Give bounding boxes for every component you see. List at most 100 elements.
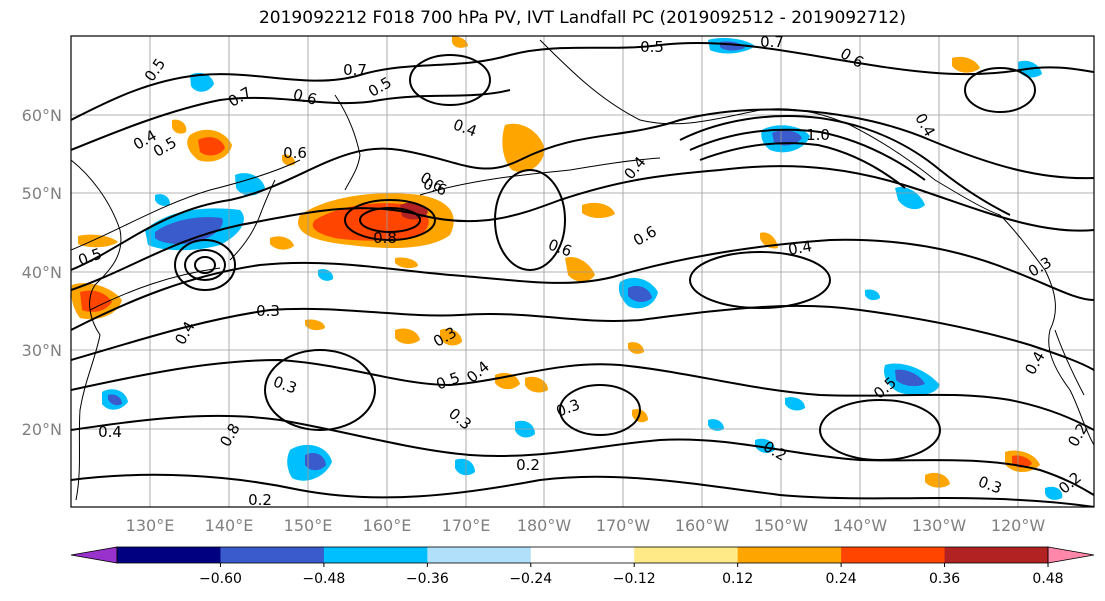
contour-label: 0.2 (516, 456, 540, 474)
lon-tick-label: 150°W (754, 516, 809, 535)
lat-tick-label: 20°N (22, 420, 62, 439)
negative-anomaly-region (772, 130, 802, 146)
contour-label: 0.5 (640, 38, 664, 56)
lon-tick-label: 180°W (517, 516, 572, 535)
colorbar-border (116, 546, 1049, 564)
negative-anomaly-region (1045, 486, 1063, 500)
contour-label: 0.8 (373, 229, 397, 247)
contour-label: 0.6 (283, 144, 307, 162)
negative-anomaly-region (455, 458, 475, 476)
colorbar-tick-label: 0.48 (1032, 571, 1063, 587)
pv-contour (71, 358, 1094, 431)
pv-contour (359, 207, 421, 233)
colorbar-segment (737, 547, 842, 563)
lat-tick-label: 50°N (22, 184, 62, 203)
positive-anomaly-region (395, 328, 420, 344)
lon-tick-label: 170°E (442, 516, 491, 535)
colorbar-segment (634, 547, 739, 563)
lon-tick-label: 130°E (126, 516, 175, 535)
positive-anomaly-region (270, 236, 294, 250)
negative-anomaly-region (708, 419, 724, 431)
negative-anomaly-region (755, 438, 775, 453)
positive-anomaly-region (395, 257, 418, 269)
colorbar-tick-label: 0.24 (826, 571, 857, 587)
colorbar-segment (530, 547, 635, 563)
lat-tick-label: 30°N (22, 341, 62, 360)
coastline-japan (229, 179, 276, 261)
lon-tick-label: 140°W (833, 516, 888, 535)
lon-tick-label: 120°W (991, 516, 1046, 535)
colorbar-segment (117, 547, 221, 563)
negative-anomaly-region (155, 194, 170, 206)
positive-anomaly-region (198, 137, 225, 156)
colorbar-tick-label: −0.36 (406, 571, 449, 587)
lat-lon-grid (71, 36, 1094, 507)
colorbar: −0.60 −0.48 −0.36 −0.24 −0.12 0.12 0.24 0.36 0.4… (70, 546, 1095, 587)
pv-contour (71, 89, 511, 151)
pv-contour (964, 67, 1036, 113)
lon-axis: 130°E 140°E 150°E 160°E 170°E 180°W 170°… (126, 516, 1046, 535)
pv-contour (194, 256, 216, 274)
colorbar-extend-low (70, 546, 118, 564)
negative-anomaly-region (628, 286, 652, 302)
coastline-aleutians (419, 157, 661, 196)
colorbar-tick-label: 0.12 (722, 571, 753, 587)
pv-contour (71, 414, 1094, 496)
negative-anomaly-region (865, 289, 880, 301)
colorbar-tick-label: −0.48 (302, 571, 345, 587)
contour-label: 0.4 (787, 237, 814, 259)
pv-contour (174, 239, 236, 291)
colorbar-extend-high (1047, 546, 1095, 564)
colorbar-segment (427, 547, 532, 563)
pv-contour (71, 108, 1094, 271)
lon-tick-label: 170°W (596, 516, 651, 535)
lat-axis: 60°N 50°N 40°N 30°N 20°N (22, 106, 62, 439)
positive-anomaly-region (502, 123, 545, 172)
pv-contour (71, 41, 1094, 121)
colorbar-tick-label: 0.36 (929, 571, 960, 587)
positive-anomaly-region (565, 256, 595, 282)
colorbar-segment (220, 547, 325, 563)
negative-anomaly-region (785, 397, 805, 411)
pv-contour (71, 473, 1094, 507)
lon-tick-label: 160°W (675, 516, 730, 535)
pv-contour (559, 384, 641, 436)
lon-tick-label: 160°E (363, 516, 412, 535)
positive-anomaly-region (628, 342, 644, 354)
ivt-shading (71, 36, 1063, 500)
positive-anomaly-region (925, 472, 950, 488)
negative-anomaly-region (155, 217, 223, 245)
coastline-north-america (999, 214, 1094, 446)
positive-anomaly-region (305, 319, 325, 331)
positive-anomaly-region (582, 202, 615, 219)
pv-contour (409, 54, 491, 106)
pv-contour (71, 165, 1094, 291)
colorbar-tick-label: −0.12 (613, 571, 656, 587)
positive-anomaly-region (172, 119, 187, 134)
colorbar-segment (841, 547, 946, 563)
pv-contour (71, 238, 1094, 331)
negative-anomaly-region (895, 369, 925, 387)
pv-contour (689, 128, 926, 181)
lon-tick-label: 140°E (205, 516, 254, 535)
negative-anomaly-region (235, 173, 265, 196)
colorbar-segment (323, 547, 428, 563)
negative-anomaly-region (190, 72, 214, 92)
pv-contour (71, 304, 1094, 371)
pv-contour (819, 399, 941, 461)
pv-contour (494, 169, 566, 271)
positive-anomaly-region (78, 234, 118, 248)
lon-tick-label: 150°E (284, 516, 333, 535)
pv-contour (344, 199, 436, 241)
coastline-kamchatka (334, 94, 361, 191)
contour-label: 0.6 (291, 85, 319, 109)
map-frame (70, 35, 1095, 508)
lon-tick-label: 130°W (912, 516, 967, 535)
pv-contour (71, 159, 301, 251)
contour-label: 0.4 (98, 423, 122, 441)
positive-anomaly-region (952, 56, 980, 73)
colorbar-tick-label: −0.60 (199, 571, 242, 587)
pv-contour (679, 115, 1011, 216)
coastline-baja (1054, 329, 1085, 396)
